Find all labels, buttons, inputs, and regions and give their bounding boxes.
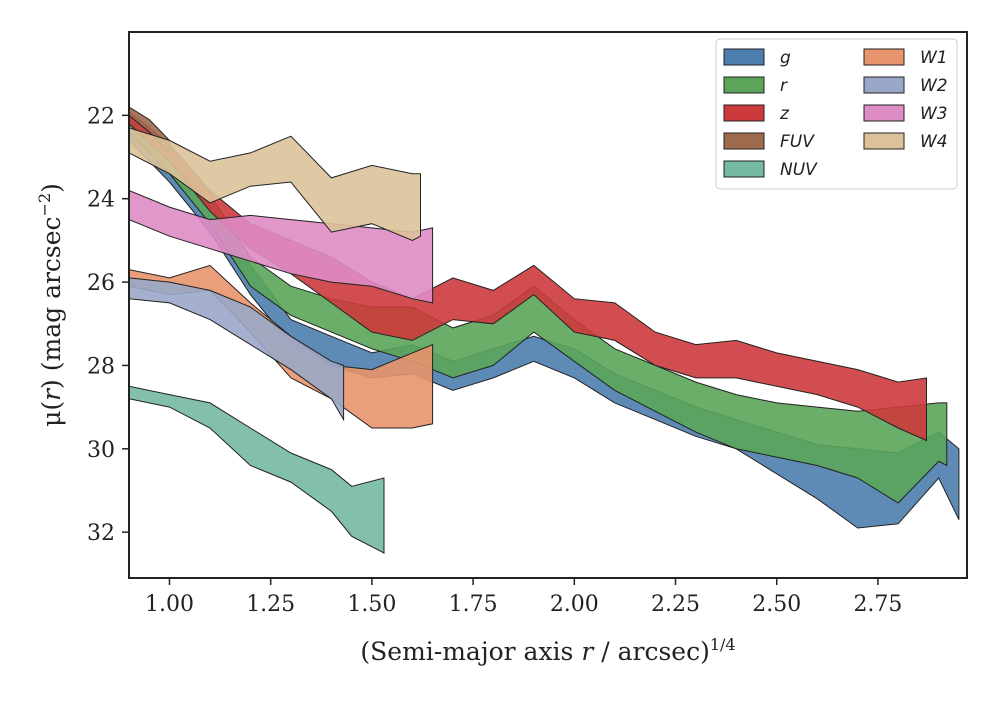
y-axis-label-close: ): [37, 183, 66, 193]
bands-layer: [129, 106, 960, 554]
band-w3: [129, 189, 434, 304]
legend-swatch-g: [723, 48, 765, 66]
y-tick-label: 26: [87, 271, 115, 296]
y-axis-label-mu: μ(: [37, 401, 66, 427]
x-ticks: 1.00 1.25 1.50 1.75 2.00 2.25 2.50 2.75: [145, 578, 902, 617]
legend-swatch-nuv: [723, 160, 765, 178]
y-axis-label: μ(r) (mag arcsec−2): [35, 183, 66, 427]
y-tick-label: 30: [87, 438, 115, 463]
y-axis-label-var: r: [37, 387, 66, 401]
legend-label-w3: W3: [920, 104, 948, 124]
legend-swatch-fuv: [723, 132, 765, 150]
legend-swatch-w3: [863, 104, 905, 122]
legend-label-nuv: NUV: [780, 160, 818, 180]
x-axis-label: (Semi-major axis r / arcsec)1/4: [360, 635, 735, 666]
x-tick-label: 1.00: [145, 592, 194, 617]
x-tick-label: 2.25: [651, 592, 700, 617]
x-tick-label: 2.75: [853, 592, 902, 617]
y-tick-label: 24: [87, 188, 115, 213]
y-axis-label-post: ) (mag arcsec: [37, 216, 66, 389]
legend-label-r: r: [780, 76, 788, 96]
legend: grz FUV NUV W1 W2 W3 W4: [715, 38, 958, 190]
legend-swatch-w1: [863, 48, 905, 66]
x-tick-label: 1.25: [246, 592, 295, 617]
band-w2: [129, 277, 345, 422]
x-axis-label-pre: (Semi-major axis: [360, 637, 581, 666]
legend-label-z: z: [779, 104, 790, 124]
legend-swatch-w2: [863, 76, 905, 94]
y-axis-label-sup: −2: [35, 193, 54, 217]
legend-swatch-r: [723, 76, 765, 94]
legend-swatch-w4: [863, 132, 905, 150]
y-ticks: 22 24 26 28 30 32: [87, 104, 129, 546]
x-tick-label: 2.50: [752, 592, 801, 617]
x-tick-label: 2.00: [550, 592, 599, 617]
x-tick-label: 1.75: [449, 592, 498, 617]
legend-label-fuv: FUV: [780, 132, 815, 152]
x-axis-label-var: r: [581, 637, 595, 666]
legend-label-w1: W1: [920, 48, 948, 68]
legend-label-w4: W4: [920, 132, 948, 152]
y-tick-label: 28: [87, 354, 115, 379]
x-axis-label-sup: 1/4: [710, 635, 736, 654]
legend-label-w2: W2: [920, 76, 948, 96]
x-tick-label: 1.50: [347, 592, 396, 617]
plot-frame: [128, 31, 968, 579]
y-tick-label: 32: [87, 521, 115, 546]
x-axis-label-mid: / arcsec): [593, 637, 710, 666]
band-nuv: [129, 385, 385, 554]
legend-swatch-z: [723, 104, 765, 122]
legend-label-g: g: [780, 48, 791, 68]
y-tick-label: 22: [87, 104, 115, 129]
band-w4: [129, 127, 421, 241]
